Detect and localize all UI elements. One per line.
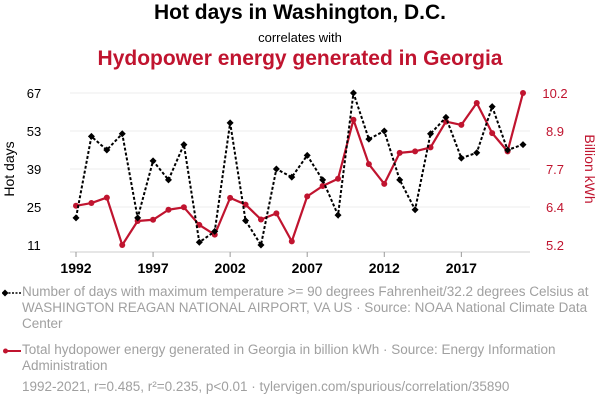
x-tick-label: 2012	[369, 260, 400, 276]
hot-days-point	[242, 217, 250, 225]
hot-days-point	[180, 141, 188, 149]
chart-title: Hot days in Washington, D.C.	[153, 1, 447, 24]
hot-days-point	[334, 211, 342, 219]
hydropower-point	[319, 183, 326, 190]
hydropower-point	[119, 242, 126, 248]
hot-days-point	[349, 89, 357, 97]
x-tick-label: 2007	[292, 260, 323, 276]
hot-days-point	[396, 176, 404, 184]
footer-stats: 1992-2021, r=0.485, r²=0.235, p<0.01 · t…	[22, 379, 510, 394]
y-left-tick-label: 53	[27, 124, 41, 139]
hydropower-point	[381, 180, 388, 187]
hydropower-point	[350, 116, 357, 123]
legend-text-hydropower: Total hydopower energy generated in Geor…	[22, 342, 556, 373]
axes	[70, 251, 530, 257]
hydropower-point	[150, 216, 157, 223]
x-tick-label: 1997	[137, 260, 168, 276]
hydropower-point	[304, 193, 311, 200]
hydropower-point	[273, 210, 280, 217]
hot-days-point	[303, 151, 311, 159]
axis-labels: 67 53 39 25 11 10.2 8.9 7.7 6.4 5.2 1992 1997 2002 20…	[1, 86, 598, 276]
hot-days-point	[319, 176, 327, 184]
hot-days-point	[380, 127, 388, 135]
hot-days-point	[103, 146, 111, 154]
hydropower-point	[520, 90, 526, 96]
y-right-tick-label: 10.2	[542, 86, 567, 101]
hydropower-point	[165, 206, 172, 213]
hydropower-point	[103, 194, 110, 201]
y-left-tick-label: 11	[27, 238, 41, 253]
chart-subtitle: Hydopower energy generated in Georgia	[97, 47, 503, 70]
hydropower-point	[458, 121, 465, 128]
hydropower-point	[412, 148, 419, 155]
hydropower-point	[257, 216, 264, 223]
hydropower-point	[288, 238, 295, 245]
x-tick-label: 1992	[60, 260, 91, 276]
hot-days-point	[411, 206, 419, 214]
hydropower-point	[396, 149, 403, 156]
hot-days-point	[427, 130, 435, 138]
hot-days-point	[473, 149, 481, 157]
legend-text-hot-days: Number of days with maximum temperature …	[22, 284, 589, 331]
hot-days-point	[257, 241, 265, 249]
y-right-tick-label: 6.4	[546, 200, 564, 215]
y-left-tick-label: 67	[27, 86, 41, 101]
hydropower-point	[335, 175, 342, 182]
hot-days-point	[87, 132, 95, 140]
hydropower-point	[88, 200, 95, 207]
hot-days-point	[288, 173, 296, 181]
hot-days-point	[134, 214, 142, 222]
hydropower-point	[489, 130, 496, 137]
y-right-tick-label: 8.9	[546, 124, 564, 139]
y-left-axis-title: Hot days	[1, 141, 17, 196]
hydropower-point	[180, 204, 187, 211]
hot-days-point	[118, 130, 126, 138]
hot-days-point	[164, 176, 172, 184]
series-hot-days	[72, 89, 527, 249]
hot-days-point	[365, 135, 373, 143]
hot-days-point	[149, 157, 157, 165]
hot-days-point	[457, 154, 465, 162]
y-left-tick-label: 25	[27, 200, 41, 215]
hydropower-point	[473, 100, 480, 107]
hot-days-point	[442, 113, 450, 121]
hot-days-point	[272, 165, 280, 173]
gridlines	[70, 92, 530, 208]
hot-days-point	[195, 238, 203, 246]
hot-days-point	[72, 214, 80, 222]
hot-days-point	[504, 146, 512, 154]
x-tick-label: 2002	[215, 260, 246, 276]
hot-days-point	[226, 119, 234, 127]
y-right-tick-label: 7.7	[546, 162, 564, 177]
y-left-tick-label: 39	[27, 162, 41, 177]
hot-days-line	[75, 92, 524, 248]
chart-connector-text: correlates with	[258, 30, 342, 45]
y-right-axis-title: Billion kWh	[582, 134, 598, 203]
hydropower-point	[365, 161, 372, 168]
x-tick-label: 2017	[446, 260, 477, 276]
hot-days-point	[488, 103, 496, 111]
legend-marker-solid-circle-icon	[3, 348, 21, 354]
chart-plot: 67 53 39 25 11 10.2 8.9 7.7 6.4 5.2 1992 1997 2002 20…	[1, 86, 598, 276]
legend-marker-dashed-diamond-icon	[2, 289, 21, 297]
y-right-tick-label: 5.2	[546, 238, 564, 253]
hot-days-point	[519, 141, 527, 149]
hydropower-point	[227, 194, 234, 201]
hot-days-point	[211, 227, 219, 235]
